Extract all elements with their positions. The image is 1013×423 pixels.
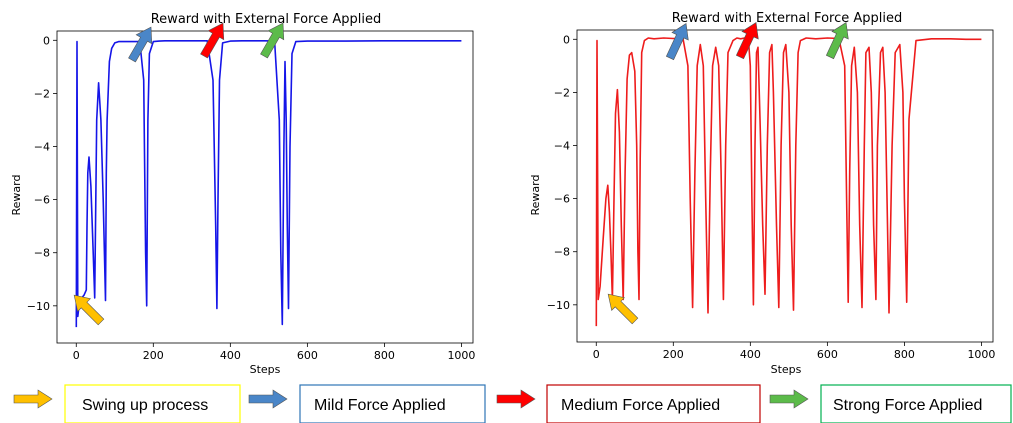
legend-box (299, 384, 486, 423)
chart-title: Reward with External Force Applied (672, 11, 903, 26)
y-tick-label: −10 (27, 300, 50, 313)
series-line (75, 40, 462, 328)
x-tick-label: 800 (894, 348, 915, 361)
annotation-arrows (73, 22, 849, 326)
x-tick-label: 1000 (447, 349, 475, 362)
y-axis-label: Reward (10, 175, 23, 216)
y-axis-label: Reward (529, 175, 542, 216)
y-tick-label: −6 (34, 194, 50, 207)
plot-frame (56, 30, 474, 344)
swing-up-arrow-icon (73, 294, 105, 326)
legend-item: Medium Force Applied (496, 384, 761, 423)
ticks-group: 0 200 400 600 800 1000 0 −2 −4 −6 −8 −10 (27, 34, 476, 362)
series-line (595, 37, 982, 327)
legend-item: Mild Force Applied (248, 384, 486, 423)
medium-force-legend-arrow-icon (496, 389, 536, 409)
y-tick-label: −8 (554, 246, 570, 259)
legend-label: Strong Force Applied (833, 397, 982, 414)
legend-label: Medium Force Applied (561, 397, 720, 414)
x-tick-label: 400 (740, 348, 761, 361)
strong-force-arrow-icon (825, 22, 849, 60)
strong-force-arrow-icon (260, 22, 285, 59)
mild-force-arrow-icon (128, 26, 153, 63)
arrow-shape (248, 389, 288, 409)
legend-label: Swing up process (82, 397, 208, 414)
arrow-shape (607, 293, 639, 325)
legend: Swing up process Mild Force Applied Medi… (13, 384, 1012, 423)
arrow-shape (260, 22, 285, 59)
y-tick-label: 0 (43, 34, 50, 47)
strong-force-legend-arrow-icon (769, 389, 809, 409)
x-tick-label: 0 (73, 349, 80, 362)
y-tick-label: −8 (34, 247, 50, 260)
legend-box (820, 384, 1012, 423)
medium-force-arrow-icon (200, 22, 225, 59)
legend-item: Swing up process (13, 384, 241, 423)
series-group (595, 37, 982, 327)
legend-box (64, 384, 241, 423)
legend-item: Strong Force Applied (769, 384, 1012, 423)
series-group (75, 40, 462, 328)
x-axis-label: Steps (771, 363, 802, 376)
chart-right: Reward with External Force Applied Rewar… (529, 11, 995, 376)
arrow-shape (13, 389, 53, 409)
x-tick-label: 600 (297, 349, 318, 362)
legend-box (546, 384, 761, 423)
chart-left: Reward with External Force Applied Rewar… (10, 12, 475, 376)
mild-force-arrow-icon (665, 23, 689, 61)
arrow-shape (769, 389, 809, 409)
arrow-shape (128, 26, 153, 63)
plot-frame (576, 29, 994, 343)
x-axis-label: Steps (250, 363, 281, 376)
arrow-shape (825, 22, 849, 60)
x-tick-label: 800 (374, 349, 395, 362)
arrow-shape (200, 22, 225, 59)
mild-force-legend-arrow-icon (248, 389, 288, 409)
legend-label: Mild Force Applied (314, 397, 446, 414)
swing-up-arrow-icon (607, 293, 639, 325)
swing-up-legend-arrow-icon (13, 389, 53, 409)
arrow-shape (735, 22, 759, 60)
y-tick-label: −4 (554, 140, 570, 153)
x-tick-label: 600 (817, 348, 838, 361)
ticks-group: 0 200 400 600 800 1000 0 −2 −4 −6 −8 −10 (547, 33, 996, 361)
x-tick-label: 1000 (967, 348, 995, 361)
x-tick-label: 400 (220, 349, 241, 362)
x-tick-label: 0 (593, 348, 600, 361)
y-tick-label: −6 (554, 193, 570, 206)
arrow-shape (665, 23, 689, 61)
y-tick-label: −10 (547, 299, 570, 312)
y-tick-label: −2 (34, 87, 50, 100)
chart-title: Reward with External Force Applied (151, 12, 382, 27)
medium-force-arrow-icon (735, 22, 759, 60)
arrow-shape (73, 294, 105, 326)
y-tick-label: −4 (34, 141, 50, 154)
x-tick-label: 200 (663, 348, 684, 361)
x-tick-label: 200 (143, 349, 164, 362)
y-tick-label: −2 (554, 86, 570, 99)
y-tick-label: 0 (563, 33, 570, 46)
arrow-shape (496, 389, 536, 409)
